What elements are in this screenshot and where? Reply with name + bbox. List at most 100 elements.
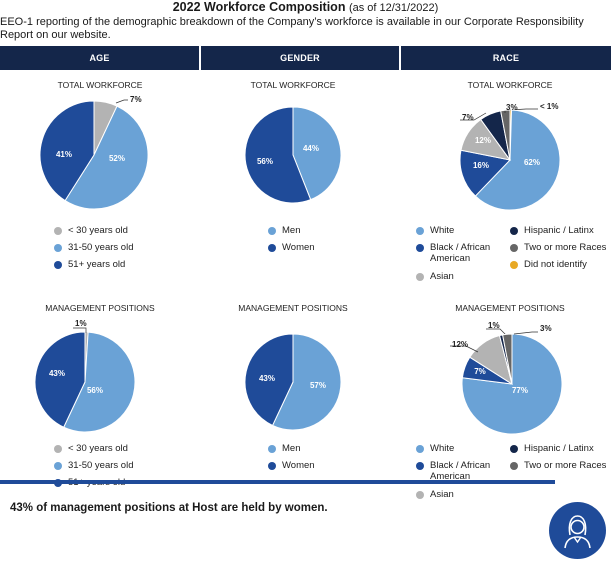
legend-dot-mid-blue (54, 261, 62, 269)
gender-total-legend: Men Women (268, 225, 388, 259)
legend-dot-light-blue (268, 227, 276, 235)
age-total-label--30-years-old: 7% (130, 95, 142, 104)
race-mgmt-slice-two-or-more-races (502, 333, 513, 385)
legend-dot-light-blue (54, 244, 62, 252)
age-mgmt-label--30-years-old: 1% (75, 319, 87, 328)
race-mgmt-label-asian: 12% (452, 340, 468, 349)
race-mgmt-leader-line (486, 328, 507, 336)
legend-item: White (430, 443, 455, 454)
legend-item: Women (282, 242, 315, 253)
legend-item: Women (282, 460, 315, 471)
gender-mgmt-label-men: 57% (310, 381, 326, 390)
race-total-legend: White Hispanic / Latinx Black / African … (416, 225, 611, 285)
race-total-pie: < 1% 62% 16% 12% 7% 3% (459, 102, 561, 211)
legend-item: 31-50 years old (68, 242, 134, 253)
gender-mgmt-pie: 57% 43% (244, 333, 342, 431)
race-total-label-white: 62% (524, 158, 540, 167)
age-mgmt-legend: < 30 years old 31-50 years old 51+ years… (54, 443, 204, 493)
legend-dot-gray (416, 491, 424, 499)
legend-dot-gray (54, 445, 62, 453)
race-mgmt-label-two-or-more-races: 3% (540, 324, 552, 333)
legend-item: Men (282, 443, 301, 454)
legend-item: Two or more Races (524, 242, 607, 253)
race-total-label-hispanic-latinx: 7% (462, 113, 474, 122)
age-mgmt-slice-31-50-years-old (63, 331, 136, 433)
gender-total-slice-men (292, 106, 342, 201)
legend-dot-mid-blue (268, 244, 276, 252)
age-mgmt-title: MANAGEMENT POSITIONS (45, 303, 155, 313)
age-total-label-51-years-old: 41% (56, 150, 72, 159)
age-total-label-31-50-years-old: 52% (109, 154, 125, 163)
legend-item: 31-50 years old (68, 460, 134, 471)
legend-dot-light-blue (54, 462, 62, 470)
race-mgmt-label-hispanic-latinx: 1% (488, 321, 500, 330)
age-total-title: TOTAL WORKFORCE (57, 80, 143, 90)
legend-item: < 30 years old (68, 443, 128, 454)
age-total-legend: < 30 years old 31-50 years old 51+ years… (54, 225, 204, 275)
legend-dot-mid-blue (416, 244, 424, 252)
race-total-slice-white (474, 109, 561, 211)
race-total-slice-black-african-american (459, 149, 511, 197)
legend-item: Men (282, 225, 301, 236)
legend-dot-light-blue (268, 445, 276, 453)
race-mgmt-leader-line (513, 331, 538, 335)
legend-dot-gray (416, 273, 424, 281)
race-mgmt-title: MANAGEMENT POSITIONS (455, 303, 565, 313)
age-mgmt-label-31-50-years-old: 56% (87, 386, 103, 395)
race-total-slice-two-or-more-races (500, 109, 511, 161)
age-mgmt-pie: 1% 56% 43% (34, 319, 136, 433)
legend-item: Asian (430, 489, 454, 500)
race-total-title: TOTAL WORKFORCE (467, 80, 553, 90)
legend-item: 51+ years old (68, 259, 126, 270)
legend-item: Black / African American (430, 460, 491, 482)
legend-item: Asian (430, 271, 454, 282)
race-total-label-did-not-identify: < 1% (540, 102, 558, 111)
footer-statement: 43% of management positions at Host are … (10, 502, 328, 514)
legend-dot-mid-blue (416, 462, 424, 470)
age-total-slice-31-50-years-old (64, 105, 149, 210)
legend-item: < 30 years old (68, 225, 128, 236)
intro-text: EEO-1 reporting of the demographic break… (0, 16, 584, 41)
legend-dot-navy (510, 227, 518, 235)
legend-dot-light-blue (416, 445, 424, 453)
race-mgmt-leader-line (450, 345, 479, 353)
legend-item: Black / African American (430, 242, 491, 264)
header-age: AGE (0, 46, 199, 70)
legend-item: Did not identify (524, 259, 587, 270)
age-mgmt-leader-line (73, 327, 87, 333)
gender-total-title: TOTAL WORKFORCE (250, 80, 336, 90)
age-mgmt-slice-51-years-old (34, 331, 86, 428)
age-total-leader-line (115, 99, 128, 104)
race-total-label-black-african-american: 16% (473, 161, 489, 170)
race-mgmt-legend: White Hispanic / Latinx Black / African … (416, 443, 611, 503)
legend-dot-navy (510, 445, 518, 453)
woman-avatar-icon (549, 502, 606, 559)
race-mgmt-label-black-african-american: 7% (474, 367, 486, 376)
race-mgmt-pie: 77% 7% 12% 1% 3% (450, 321, 563, 435)
race-total-label-two-or-more-races: 3% (506, 103, 518, 112)
gender-total-label-women: 56% (257, 157, 273, 166)
race-total-leader-line (509, 108, 538, 111)
legend-dot-light-blue (416, 227, 424, 235)
footer-divider (0, 480, 555, 484)
age-total-pie: 7% 52% 41% (39, 95, 149, 210)
legend-dot-dark-gray (510, 462, 518, 470)
race-mgmt-slice-white (461, 333, 563, 435)
gender-mgmt-legend: Men Women (268, 443, 388, 477)
woman-avatar-icon (564, 515, 591, 549)
race-total-leader-line (460, 112, 487, 121)
age-total-slice-51-years-old (39, 100, 95, 202)
legend-item: Hispanic / Latinx (524, 443, 594, 454)
legend-item: Hispanic / Latinx (524, 225, 594, 236)
age-mgmt-label-51-years-old: 43% (49, 369, 65, 378)
header-gender: GENDER (201, 46, 399, 70)
legend-dot-mid-blue (268, 462, 276, 470)
gender-mgmt-slice-women (244, 333, 294, 427)
gender-total-label-men: 44% (303, 144, 319, 153)
legend-item: Two or more Races (524, 460, 607, 471)
gender-total-slice-women (244, 106, 312, 204)
legend-dot-gold (510, 261, 518, 269)
gender-total-pie: 44% 56% (244, 106, 342, 204)
race-total-label-asian: 12% (475, 136, 491, 145)
